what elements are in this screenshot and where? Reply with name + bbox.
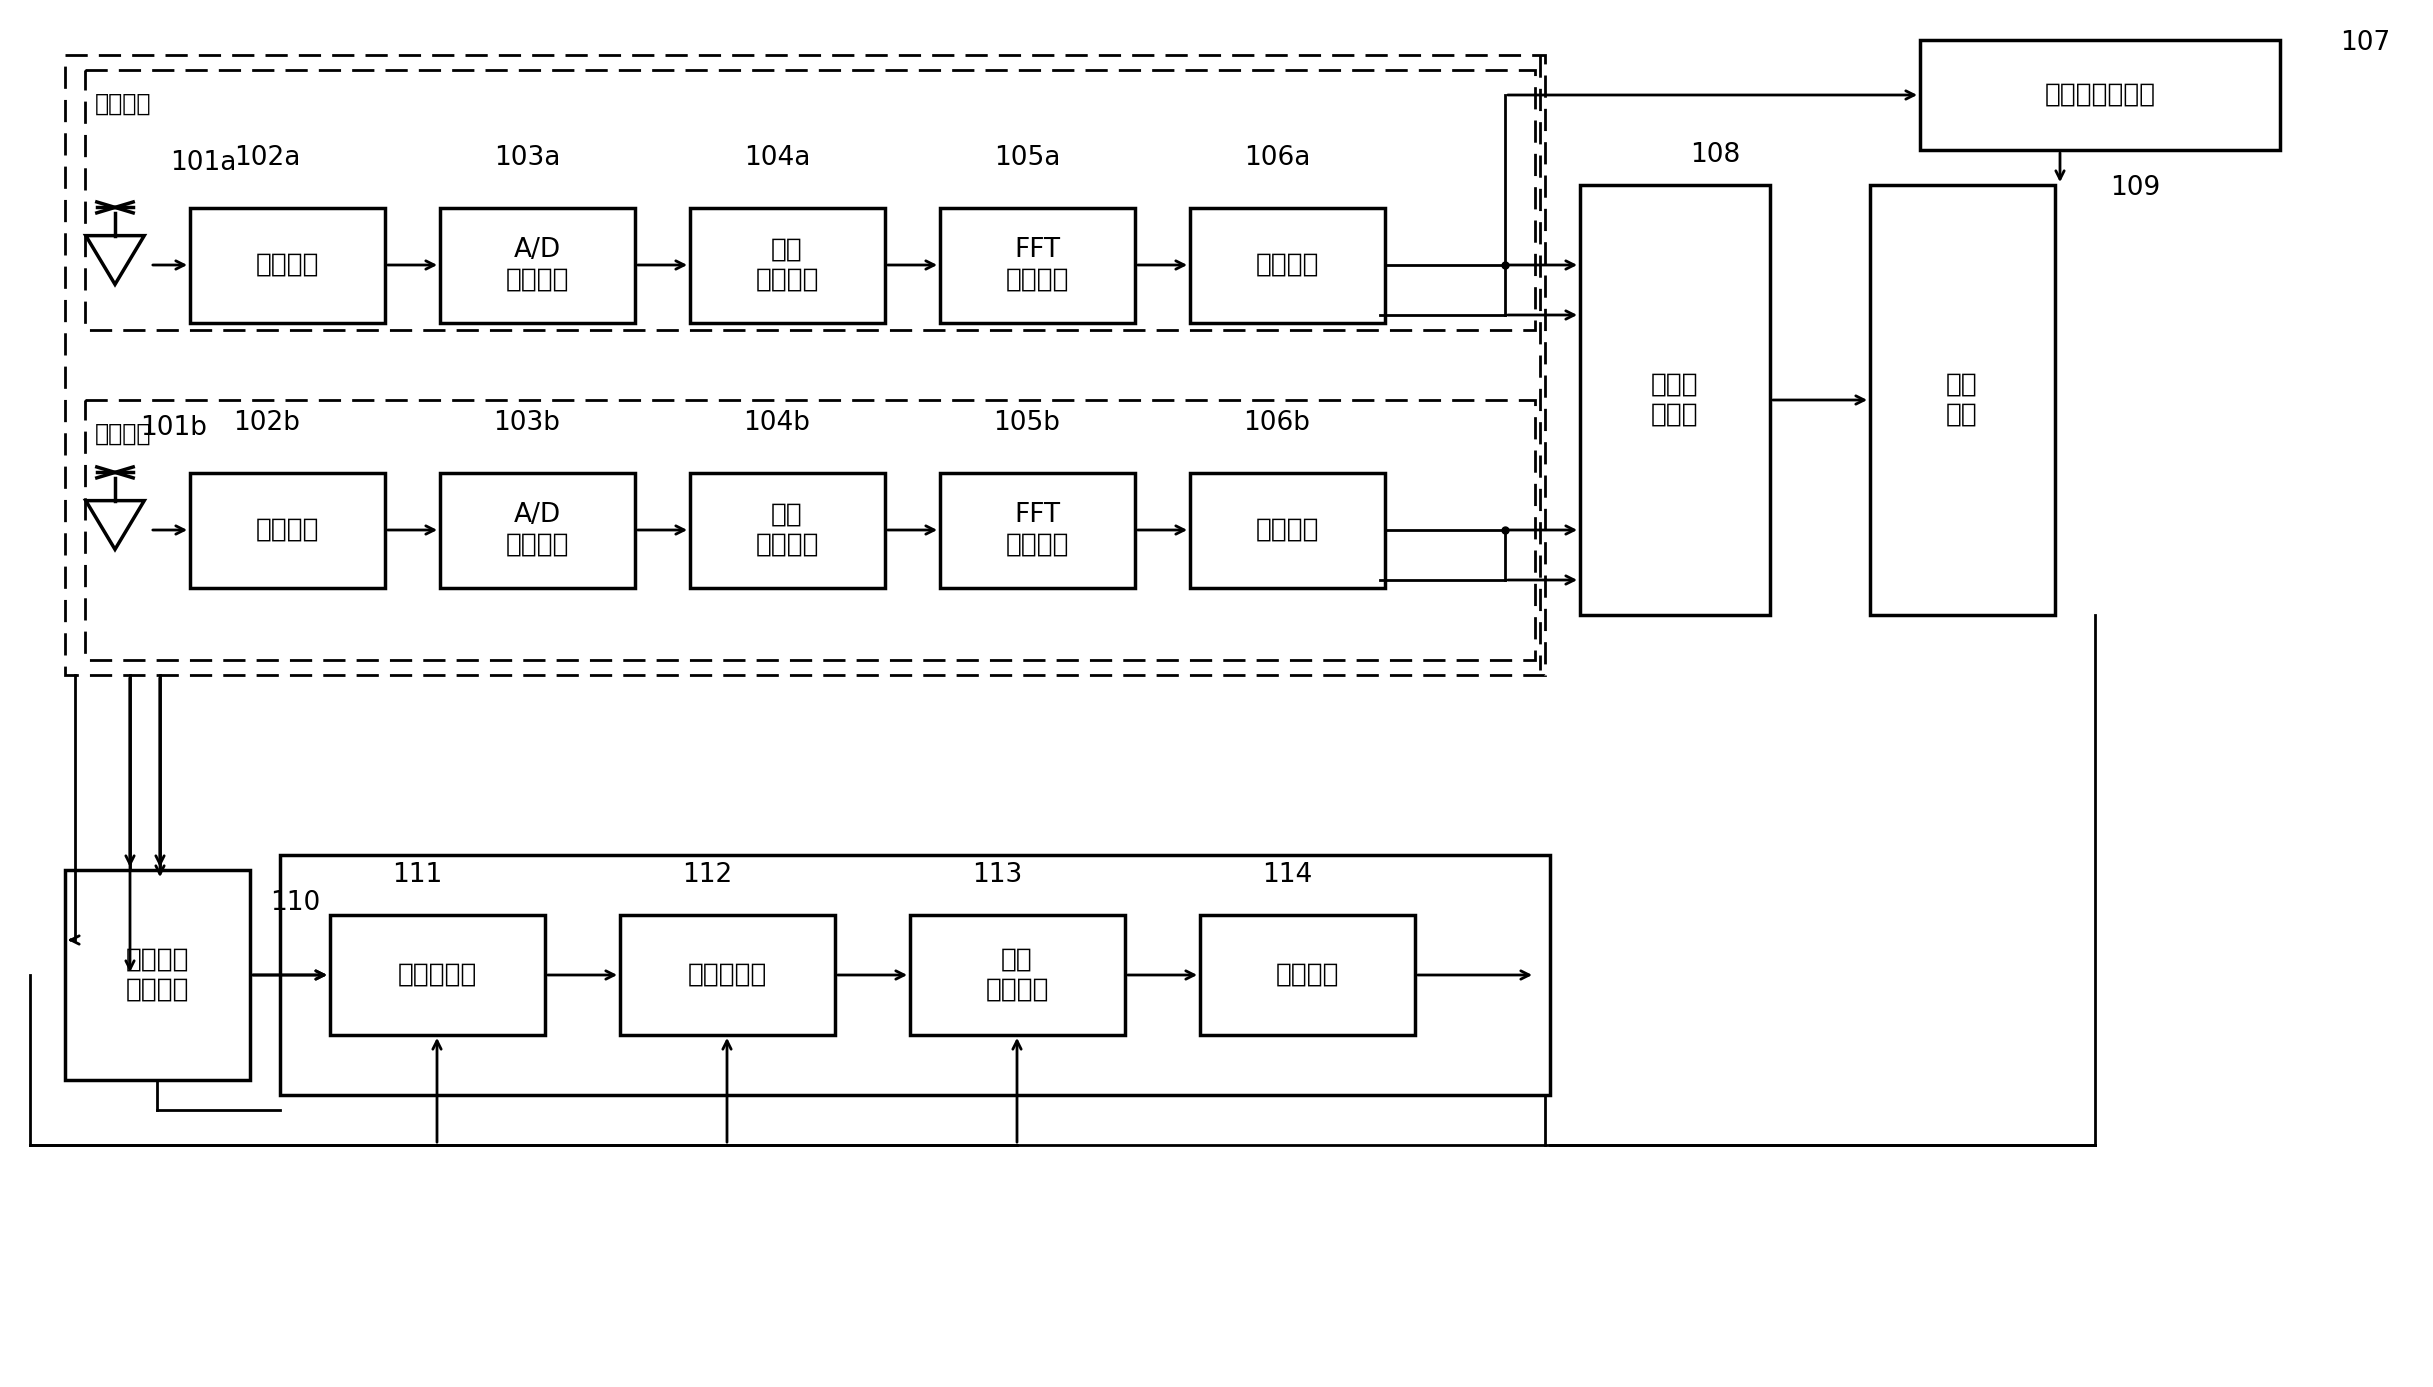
Bar [910, 915, 1124, 1035]
Bar [939, 208, 1136, 323]
Text: 112: 112 [681, 861, 732, 888]
Text: 111: 111 [392, 861, 443, 888]
Text: 103b: 103b [494, 411, 560, 436]
Text: 主支路确定单元: 主支路确定单元 [2044, 82, 2156, 108]
Bar [939, 473, 1136, 588]
Text: 正交
检波单元: 正交 检波单元 [754, 237, 820, 293]
Bar [190, 208, 384, 323]
Text: 102a: 102a [234, 146, 299, 171]
Text: 纠错单元: 纠错单元 [1275, 963, 1338, 988]
Bar [1871, 184, 2056, 614]
Bar [66, 870, 251, 1080]
Text: 109: 109 [2109, 175, 2161, 201]
Text: 105a: 105a [993, 146, 1061, 171]
Text: 114: 114 [1263, 861, 1311, 888]
Text: 105b: 105b [993, 411, 1061, 436]
Bar [280, 854, 1550, 1094]
Bar [66, 55, 1545, 675]
Text: 天线单元: 天线单元 [95, 422, 151, 447]
Bar [1190, 208, 1384, 323]
Text: 103a: 103a [494, 146, 560, 171]
Text: 去交织单元: 去交织单元 [397, 963, 477, 988]
Bar [1199, 915, 1416, 1035]
Text: 101b: 101b [141, 415, 207, 441]
Bar [1190, 473, 1384, 588]
Text: 正交
检波单元: 正交 检波单元 [754, 502, 820, 558]
Text: A/D
变换单元: A/D 变换单元 [506, 237, 569, 293]
Text: 调谐单元: 调谐单元 [255, 517, 319, 542]
Text: 101a: 101a [170, 150, 236, 176]
Text: 113: 113 [971, 861, 1022, 888]
Text: 传输参数
存储单元: 传输参数 存储单元 [124, 947, 190, 1003]
Text: 逆映射单元: 逆映射单元 [686, 963, 766, 988]
Bar [1579, 184, 1769, 614]
Text: 106b: 106b [1243, 411, 1311, 436]
Text: FFT
运算单元: FFT 运算单元 [1005, 237, 1068, 293]
Text: 107: 107 [2341, 31, 2389, 55]
Text: 位去
交织单元: 位去 交织单元 [985, 947, 1049, 1003]
Bar [440, 208, 635, 323]
Bar [691, 473, 886, 588]
Bar [620, 915, 835, 1035]
Bar [85, 69, 1535, 330]
Text: 调谐单元: 调谐单元 [255, 252, 319, 277]
Text: 合成
单元: 合成 单元 [1946, 372, 1978, 429]
Bar [190, 473, 384, 588]
Text: FFT
运算单元: FFT 运算单元 [1005, 502, 1068, 558]
Text: 108: 108 [1691, 141, 1740, 168]
Polygon shape [85, 236, 144, 284]
Text: 104a: 104a [744, 146, 810, 171]
Bar [85, 399, 1535, 660]
Bar [331, 915, 545, 1035]
Text: 解调单元: 解调单元 [1255, 517, 1319, 542]
Text: 102b: 102b [234, 411, 302, 436]
Bar [691, 208, 886, 323]
Bar [1920, 40, 2280, 150]
Text: A/D
变换单元: A/D 变换单元 [506, 502, 569, 558]
Text: 天线单元: 天线单元 [95, 92, 151, 117]
Bar [440, 473, 635, 588]
Text: 110: 110 [270, 890, 321, 915]
Text: 定时调
整单元: 定时调 整单元 [1652, 372, 1698, 429]
Text: 106a: 106a [1243, 146, 1311, 171]
Text: 解调单元: 解调单元 [1255, 252, 1319, 277]
Text: 104b: 104b [744, 411, 810, 436]
Polygon shape [85, 501, 144, 549]
